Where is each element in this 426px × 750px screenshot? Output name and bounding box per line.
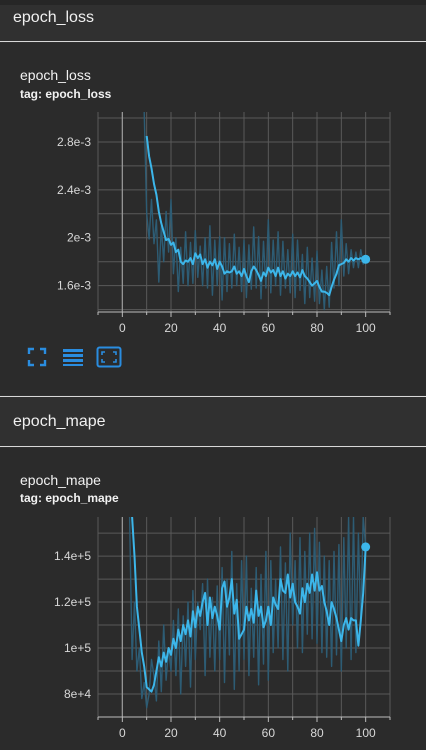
section-header-epoch-mape[interactable]: epoch_mape xyxy=(0,396,426,447)
x-tick-label: 60 xyxy=(262,321,276,335)
x-tick-label: 0 xyxy=(119,726,126,740)
fit-domain-icon[interactable] xyxy=(96,346,122,368)
last-point-marker xyxy=(361,254,371,264)
x-tick-label: 20 xyxy=(164,321,178,335)
x-tick-label: 40 xyxy=(213,321,227,335)
x-tick-label: 80 xyxy=(310,726,324,740)
y-tick-label: 8e+4 xyxy=(64,687,91,701)
card-tag: tag: epoch_mape xyxy=(20,491,119,505)
y-tick-label: 2e-3 xyxy=(67,231,91,245)
x-tick-label: 0 xyxy=(119,321,126,335)
y-tick-label: 2.8e-3 xyxy=(57,135,91,149)
top-divider xyxy=(0,0,426,5)
plot-area xyxy=(143,112,367,311)
plot-area xyxy=(128,517,367,709)
section-title: epoch_mape xyxy=(13,413,106,430)
card-title: epoch_loss xyxy=(20,67,91,83)
x-tick-label: 100 xyxy=(356,726,376,740)
chart-card-epoch-loss: epoch_loss tag: epoch_loss xyxy=(0,43,426,395)
expand-icon[interactable] xyxy=(26,346,48,368)
y-tick-label: 2.4e-3 xyxy=(57,183,91,197)
series-line-raw xyxy=(143,112,367,311)
y-tick-label: 1.6e-3 xyxy=(57,279,91,293)
y-tick-label: 1e+5 xyxy=(64,641,91,655)
series-line-smoothed xyxy=(131,517,367,693)
lines-icon[interactable] xyxy=(62,346,84,368)
section-title: epoch_loss xyxy=(13,9,94,26)
line-chart-epoch-mape[interactable]: 0 20 40 60 80 100 8e+4 1e+5 1.2e+5 1.4e+5 xyxy=(0,505,426,750)
line-chart-epoch-loss[interactable]: 0 20 40 60 80 100 1.6e-3 2e-3 2.4e-3 2.8e-3 xyxy=(0,100,426,345)
x-tick-label: 20 xyxy=(164,726,178,740)
y-tick-label: 1.2e+5 xyxy=(54,595,91,609)
x-tick-label: 60 xyxy=(262,726,276,740)
section-header-epoch-loss[interactable]: epoch_loss xyxy=(0,0,426,42)
card-title: epoch_mape xyxy=(20,472,101,488)
y-tick-label: 1.4e+5 xyxy=(54,549,91,563)
last-point-marker xyxy=(361,542,371,552)
x-tick-label: 40 xyxy=(213,726,227,740)
x-tick-label: 100 xyxy=(356,321,376,335)
series-line-smoothed xyxy=(145,135,366,297)
card-tag: tag: epoch_loss xyxy=(20,87,112,101)
x-tick-label: 80 xyxy=(310,321,324,335)
